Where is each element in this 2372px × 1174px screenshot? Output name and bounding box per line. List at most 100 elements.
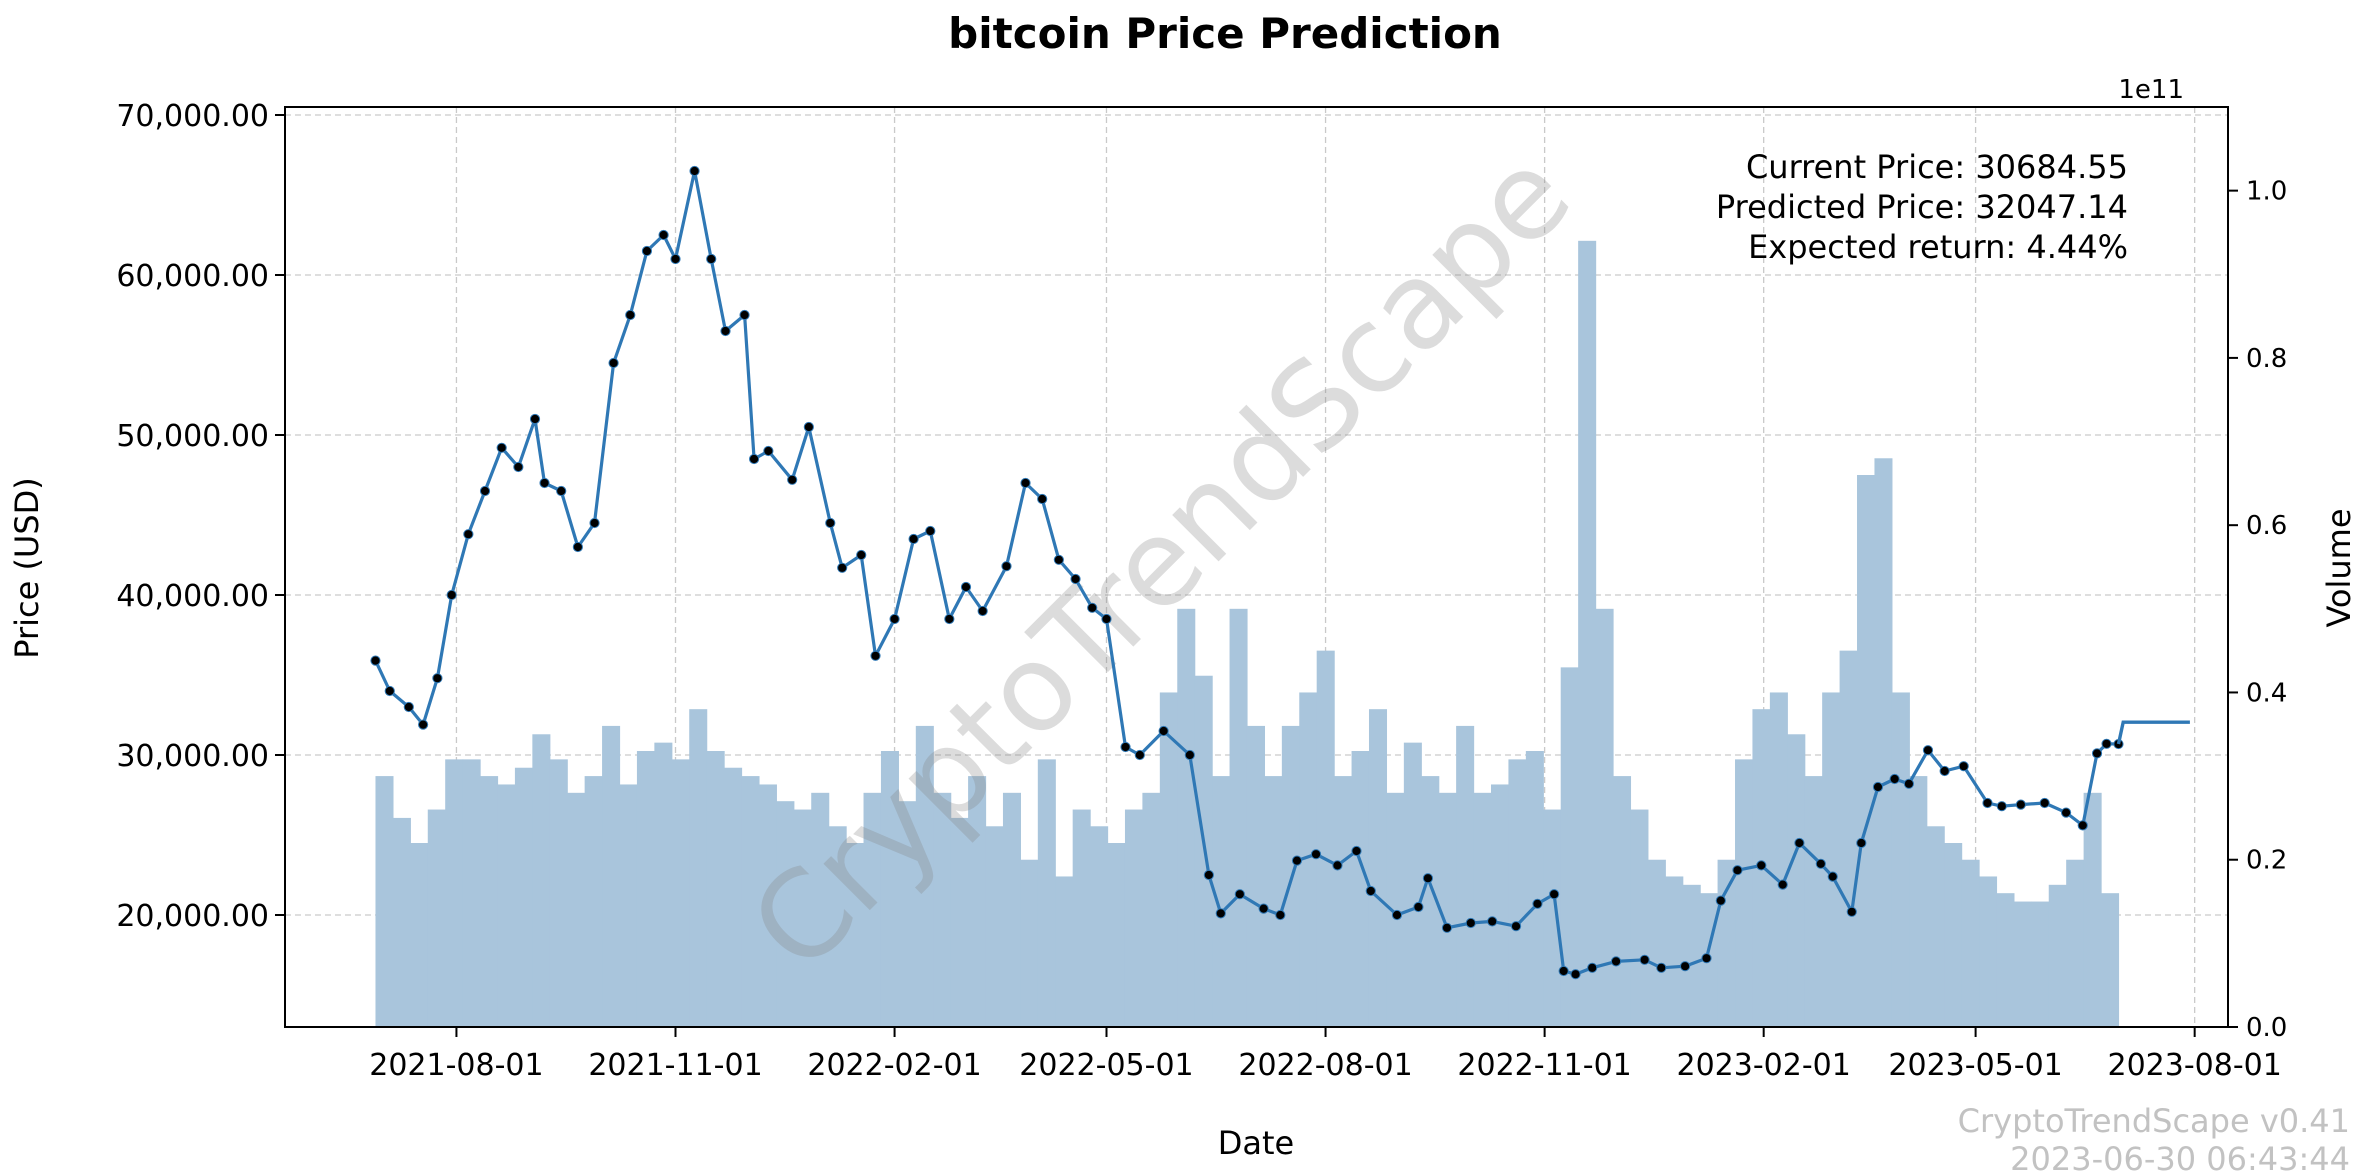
volume-bar bbox=[1020, 859, 1039, 1027]
volume-bar bbox=[1804, 776, 1823, 1027]
price-point bbox=[539, 477, 550, 489]
price-point bbox=[1053, 554, 1064, 565]
volume-bar bbox=[828, 826, 847, 1027]
x-tick-label: 2023-02-01 bbox=[1677, 1048, 1851, 1083]
price-point bbox=[1701, 953, 1712, 964]
volume-bar bbox=[392, 817, 411, 1027]
volume-bar bbox=[1944, 843, 1963, 1027]
y-tick-label: 20,000.00 bbox=[116, 899, 269, 934]
price-point bbox=[403, 701, 414, 713]
volume-bar bbox=[968, 776, 987, 1027]
price-point bbox=[1587, 962, 1598, 973]
x-tick-label: 2023-08-01 bbox=[2107, 1048, 2281, 1083]
volume-bar bbox=[741, 776, 760, 1027]
price-point bbox=[1777, 879, 1788, 890]
volume-bar bbox=[1926, 826, 1945, 1027]
price-point bbox=[1487, 916, 1498, 927]
x-tick-label: 2022-08-01 bbox=[1238, 1048, 1412, 1083]
chart-title: bitcoin Price Prediction bbox=[948, 9, 1502, 58]
volume-bar bbox=[567, 792, 586, 1027]
price-point bbox=[1732, 865, 1743, 876]
price-point bbox=[1020, 477, 1031, 489]
price-point bbox=[1903, 778, 1915, 789]
price-point bbox=[1291, 855, 1303, 866]
volume-bar bbox=[933, 792, 952, 1027]
price-point bbox=[1610, 956, 1622, 967]
annotation-line: Predicted Price: 32047.14 bbox=[1716, 188, 2128, 226]
annotation-line: Current Price: 30684.55 bbox=[1746, 148, 2128, 186]
y-tick-label: 40,000.00 bbox=[116, 579, 269, 614]
volume-bar bbox=[2013, 901, 2032, 1027]
price-point bbox=[1158, 725, 1169, 737]
price-point bbox=[763, 445, 774, 457]
volume-bar bbox=[1299, 692, 1318, 1027]
x-tick-label: 2022-02-01 bbox=[807, 1048, 981, 1083]
price-point bbox=[748, 453, 760, 465]
price-point bbox=[1558, 965, 1569, 977]
price-point bbox=[418, 719, 429, 730]
volume-bar bbox=[1787, 734, 1806, 1027]
volume-bar bbox=[1979, 876, 1998, 1027]
price-point bbox=[1087, 602, 1098, 613]
volume-bar bbox=[636, 751, 655, 1027]
price-point bbox=[1037, 493, 1048, 505]
price-point bbox=[1715, 895, 1726, 906]
price-point bbox=[1215, 908, 1226, 919]
volume-bar bbox=[2083, 792, 2102, 1027]
price-point bbox=[1275, 909, 1286, 921]
price-point bbox=[1120, 741, 1131, 753]
volume-bar bbox=[1090, 826, 1109, 1027]
volume-bar bbox=[1874, 458, 1893, 1028]
volume-bar bbox=[1264, 776, 1283, 1027]
y2-tick-label: 0.2 bbox=[2246, 846, 2287, 876]
volume-bar bbox=[584, 776, 603, 1027]
volume-bar bbox=[1735, 759, 1754, 1027]
volume-bar bbox=[445, 759, 464, 1027]
price-point bbox=[960, 581, 972, 593]
price-point bbox=[370, 655, 381, 666]
price-point bbox=[1939, 765, 1950, 777]
price-point bbox=[1203, 869, 1214, 881]
volume-bar bbox=[1368, 709, 1388, 1027]
price-point bbox=[1465, 917, 1476, 929]
price-point bbox=[1639, 954, 1650, 965]
volume-bar bbox=[1647, 859, 1666, 1027]
volume-bar bbox=[2048, 884, 2067, 1027]
volume-bar bbox=[2101, 893, 2120, 1027]
volume-bar bbox=[1229, 608, 1248, 1027]
x-axis-label: Date bbox=[1218, 1124, 1294, 1162]
price-point bbox=[1422, 873, 1434, 884]
price-point bbox=[2015, 799, 2026, 810]
y2-tick-label: 0.4 bbox=[2246, 678, 2287, 708]
volume-bar bbox=[776, 801, 795, 1027]
volume-bar bbox=[1857, 475, 1876, 1027]
price-point bbox=[1549, 889, 1560, 900]
price-point bbox=[2039, 797, 2050, 809]
volume-bar bbox=[2031, 901, 2050, 1027]
price-point bbox=[1570, 969, 1581, 980]
volume-bar bbox=[375, 776, 394, 1027]
volume-bar bbox=[410, 843, 429, 1027]
price-point bbox=[641, 245, 653, 257]
volume-bar bbox=[1822, 692, 1841, 1027]
price-point bbox=[856, 549, 867, 561]
volume-bar bbox=[1595, 608, 1614, 1027]
price-point bbox=[463, 529, 474, 540]
volume-bar bbox=[1578, 240, 1597, 1027]
volume-bar bbox=[915, 725, 934, 1027]
price-point bbox=[670, 253, 681, 265]
price-point bbox=[837, 562, 848, 573]
price-point bbox=[1532, 898, 1543, 909]
price-point bbox=[556, 485, 567, 497]
price-point bbox=[944, 613, 955, 625]
price-point bbox=[572, 541, 583, 553]
y-tick-label: 50,000.00 bbox=[116, 419, 269, 454]
price-point bbox=[1351, 845, 1362, 857]
volume-bar bbox=[671, 759, 690, 1027]
price-point bbox=[1258, 903, 1269, 914]
y2-tick-label: 0.0 bbox=[2246, 1013, 2287, 1043]
volume-bar bbox=[462, 759, 481, 1027]
price-point bbox=[1872, 781, 1884, 793]
volume-bar bbox=[793, 809, 812, 1027]
